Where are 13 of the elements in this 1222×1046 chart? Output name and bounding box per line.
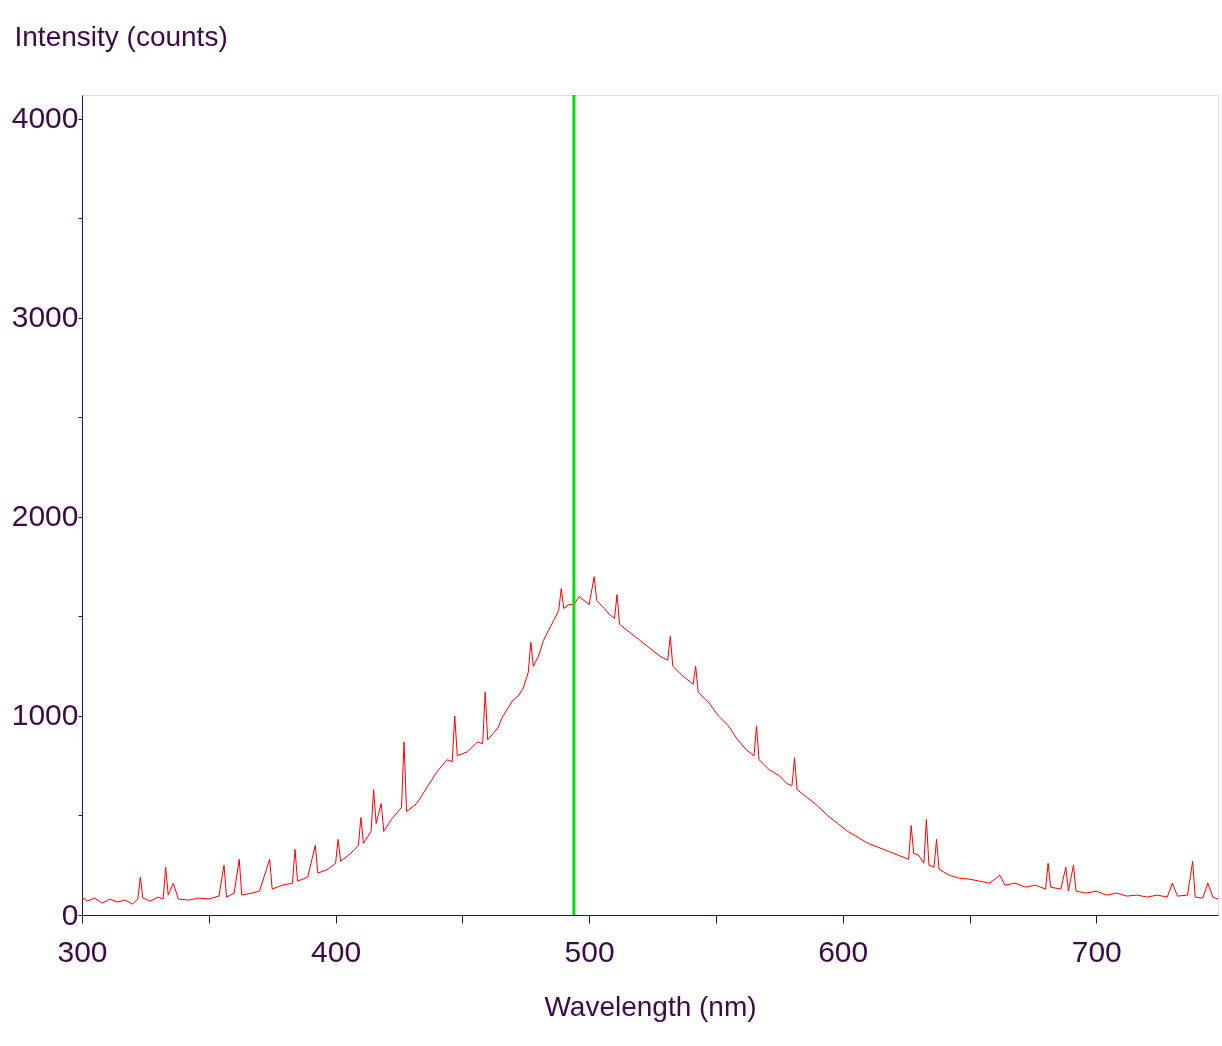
y-axis-title: Intensity (counts) bbox=[14, 20, 228, 52]
x-tick-label: 600 bbox=[818, 934, 869, 968]
x-tick-label: 700 bbox=[1071, 934, 1122, 968]
y-tick-label: 0 bbox=[61, 897, 79, 931]
y-tick-label: 2000 bbox=[11, 499, 79, 533]
x-tick-label: 400 bbox=[311, 934, 362, 968]
line-series bbox=[81, 576, 1219, 905]
x-axis-title: Wavelength (nm) bbox=[544, 990, 757, 1022]
x-tick-label: 500 bbox=[564, 934, 615, 968]
y-tick-label: 1000 bbox=[11, 698, 79, 732]
y-tick-label: 4000 bbox=[11, 101, 79, 135]
x-tick-label: 300 bbox=[57, 934, 108, 968]
y-tick-label: 3000 bbox=[11, 300, 79, 334]
